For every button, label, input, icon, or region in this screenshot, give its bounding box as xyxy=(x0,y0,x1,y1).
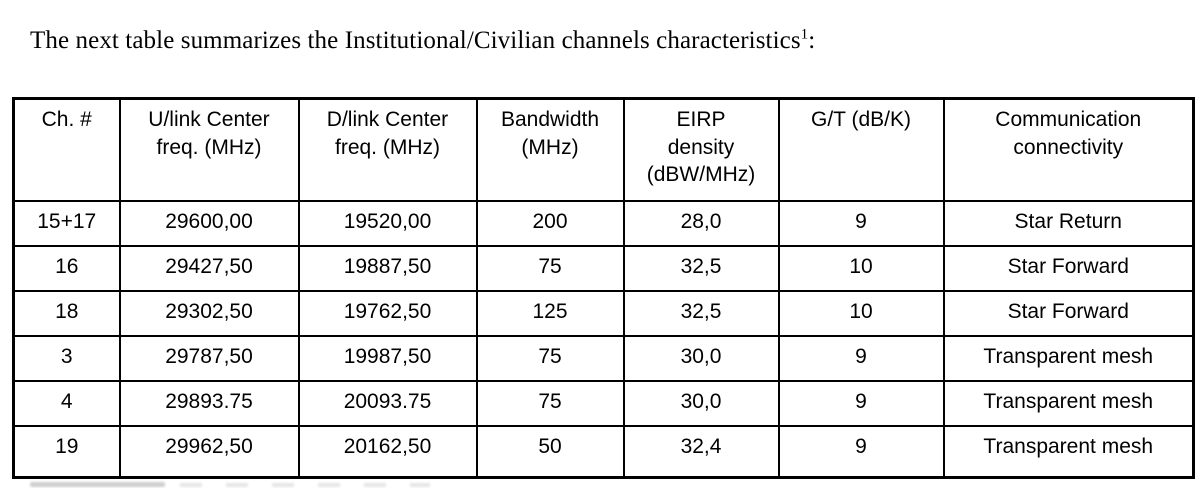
cell-gt: 9 xyxy=(777,379,945,427)
cell-conn: Transparent mesh xyxy=(942,379,1195,427)
cell-conn: Transparent mesh xyxy=(942,334,1195,382)
table-row: 3 29787,50 19987,50 75 30,0 9 Transparent mesh xyxy=(12,334,1195,382)
cell-eirp: 30,0 xyxy=(622,334,780,382)
table-row: 18 29302,50 19762,50 125 32,5 10 Star Forward xyxy=(12,289,1195,337)
cell-conn: Star Return xyxy=(942,199,1195,247)
cell-gt: 9 xyxy=(777,424,945,479)
column-header-eirp: EIRP density (dBW/MHz) xyxy=(622,97,780,202)
cell-ulink: 29427,50 xyxy=(118,244,300,292)
cell-dlink: 19762,50 xyxy=(297,289,478,337)
table-row: 16 29427,50 19887,50 75 32,5 10 Star Forward xyxy=(12,244,1195,292)
cropped-footnote-fragment-faint xyxy=(180,483,430,487)
channels-table: Ch. # U/link Center freq. (MHz) D/link Cent… xyxy=(12,97,1195,479)
footnote-superscript: 1 xyxy=(800,26,809,43)
column-header-gt: G/T (dB/K) xyxy=(777,97,945,202)
cell-ulink: 29302,50 xyxy=(118,289,300,337)
table-row: 4 29893.75 20093.75 75 30,0 9 Transparent mesh xyxy=(12,379,1195,427)
cell-dlink: 20093.75 xyxy=(297,379,478,427)
cell-bw: 75 xyxy=(475,379,625,427)
intro-text-main: The next table summarizes the Institutio… xyxy=(30,27,801,54)
cell-gt: 9 xyxy=(777,334,945,382)
cell-dlink: 20162,50 xyxy=(297,424,478,479)
cell-ulink: 29600,00 xyxy=(118,199,300,247)
table-header-row: Ch. # U/link Center freq. (MHz) D/link Cent… xyxy=(12,97,1195,202)
table-body: 15+17 29600,00 19520,00 200 28,0 9 Star Return… xyxy=(12,199,1195,479)
cell-bw: 125 xyxy=(475,289,625,337)
cropped-footnote-fragment xyxy=(30,482,165,487)
cell-bw: 75 xyxy=(475,244,625,292)
cell-eirp: 28,0 xyxy=(622,199,780,247)
intro-text: The next table summarizes the Institutio… xyxy=(30,27,815,55)
column-header-dlink: D/link Center freq. (MHz) xyxy=(297,97,478,202)
cell-bw: 200 xyxy=(475,199,625,247)
cell-eirp: 32,5 xyxy=(622,289,780,337)
cell-dlink: 19520,00 xyxy=(297,199,478,247)
cell-ch: 18 xyxy=(12,289,121,337)
cell-eirp: 32,5 xyxy=(622,244,780,292)
column-header-ch: Ch. # xyxy=(12,97,121,202)
cell-ch: 15+17 xyxy=(12,199,121,247)
table-row: 15+17 29600,00 19520,00 200 28,0 9 Star Return xyxy=(12,199,1195,247)
column-header-ulink: U/link Center freq. (MHz) xyxy=(118,97,300,202)
cell-ulink: 29893.75 xyxy=(118,379,300,427)
cell-gt: 9 xyxy=(777,199,945,247)
intro-text-colon: : xyxy=(808,27,816,54)
cell-gt: 10 xyxy=(777,244,945,292)
cell-eirp: 32,4 xyxy=(622,424,780,479)
cell-conn: Transparent mesh xyxy=(942,424,1195,479)
cell-bw: 75 xyxy=(475,334,625,382)
cell-ch: 16 xyxy=(12,244,121,292)
cell-ulink: 29787,50 xyxy=(118,334,300,382)
column-header-conn: Communication connectivity xyxy=(942,97,1195,202)
cell-eirp: 30,0 xyxy=(622,379,780,427)
cell-dlink: 19987,50 xyxy=(297,334,478,382)
cell-bw: 50 xyxy=(475,424,625,479)
cell-gt: 10 xyxy=(777,289,945,337)
cell-ch: 19 xyxy=(12,424,121,479)
cell-conn: Star Forward xyxy=(942,289,1195,337)
cell-ulink: 29962,50 xyxy=(118,424,300,479)
column-header-bw: Bandwidth (MHz) xyxy=(475,97,625,202)
table-row: 19 29962,50 20162,50 50 32,4 9 Transparent mes… xyxy=(12,424,1195,479)
cell-dlink: 19887,50 xyxy=(297,244,478,292)
cell-ch: 3 xyxy=(12,334,121,382)
cell-ch: 4 xyxy=(12,379,121,427)
cell-conn: Star Forward xyxy=(942,244,1195,292)
